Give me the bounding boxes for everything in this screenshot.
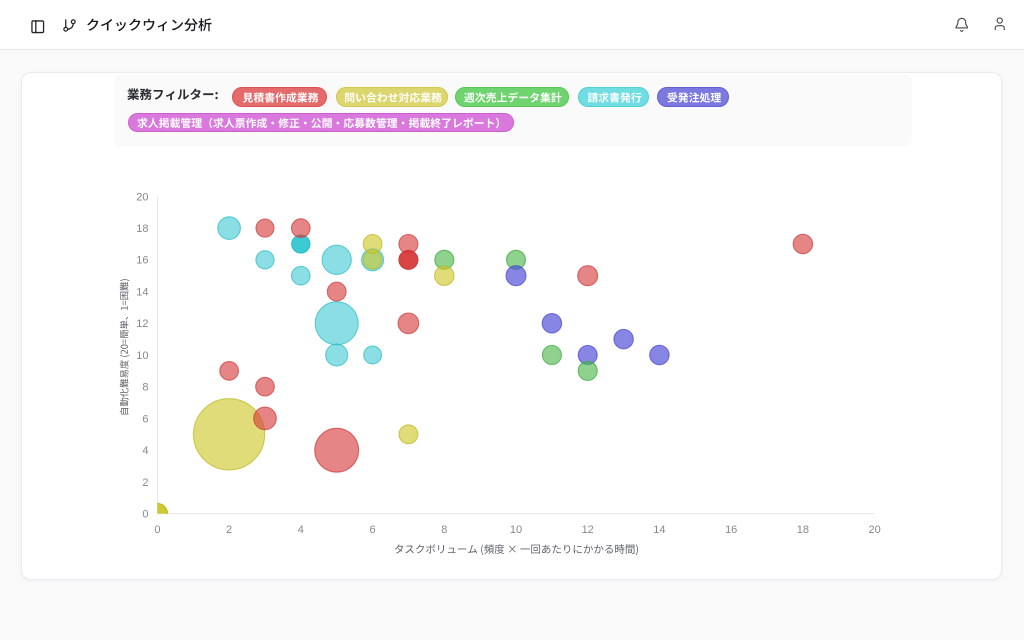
svg-text:10: 10 [136,350,148,362]
svg-text:2: 2 [142,477,148,489]
svg-text:18: 18 [797,524,809,536]
svg-text:12: 12 [136,318,148,330]
svg-text:8: 8 [441,524,447,536]
svg-text:20: 20 [868,524,880,536]
svg-text:8: 8 [142,382,148,394]
svg-text:6: 6 [370,524,376,536]
svg-text:20: 20 [136,191,148,203]
svg-text:14: 14 [136,287,148,299]
svg-text:0: 0 [154,524,160,536]
svg-text:4: 4 [298,524,304,536]
svg-text:10: 10 [510,524,522,536]
svg-text:18: 18 [136,223,148,235]
svg-text:4: 4 [142,445,148,457]
svg-text:14: 14 [653,524,665,536]
svg-text:16: 16 [725,524,737,536]
svg-text:12: 12 [582,524,594,536]
svg-text:0: 0 [142,509,148,521]
svg-text:6: 6 [142,413,148,425]
svg-text:2: 2 [226,524,232,536]
svg-text:16: 16 [136,255,148,267]
